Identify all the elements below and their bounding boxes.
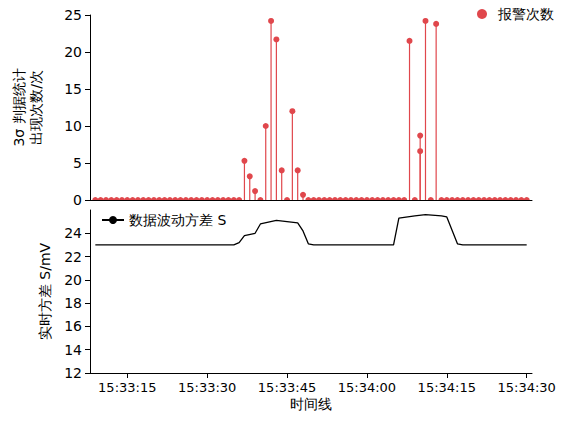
- svg-text:15:33:30: 15:33:30: [178, 380, 236, 395]
- svg-text:15:34:00: 15:34:00: [338, 380, 396, 395]
- svg-text:实时方差 S/mV: 实时方差 S/mV: [37, 242, 53, 340]
- svg-text:5: 5: [73, 155, 82, 171]
- svg-text:12: 12: [64, 365, 82, 381]
- svg-text:时间线: 时间线: [290, 396, 332, 412]
- svg-text:15:34:15: 15:34:15: [418, 380, 476, 395]
- svg-text:25: 25: [64, 7, 82, 23]
- svg-text:10: 10: [64, 118, 82, 134]
- svg-text:15:33:45: 15:33:45: [258, 380, 316, 395]
- svg-text:14: 14: [64, 342, 82, 358]
- svg-text:3σ 判据统计: 3σ 判据统计: [11, 68, 27, 146]
- svg-text:20: 20: [64, 272, 82, 288]
- svg-text:报警次数: 报警次数: [497, 6, 554, 22]
- svg-text:15:34:30: 15:34:30: [497, 380, 555, 395]
- svg-text:数据波动方差 S: 数据波动方差 S: [129, 212, 226, 228]
- svg-text:20: 20: [64, 44, 82, 60]
- svg-text:22: 22: [64, 249, 82, 265]
- svg-text:16: 16: [64, 318, 82, 334]
- svg-text:15:33:15: 15:33:15: [98, 380, 156, 395]
- svg-text:18: 18: [64, 295, 82, 311]
- svg-text:24: 24: [64, 225, 82, 241]
- svg-text:出现次数/次: 出现次数/次: [28, 70, 44, 145]
- svg-text:15: 15: [64, 81, 82, 97]
- svg-text:0: 0: [73, 192, 82, 208]
